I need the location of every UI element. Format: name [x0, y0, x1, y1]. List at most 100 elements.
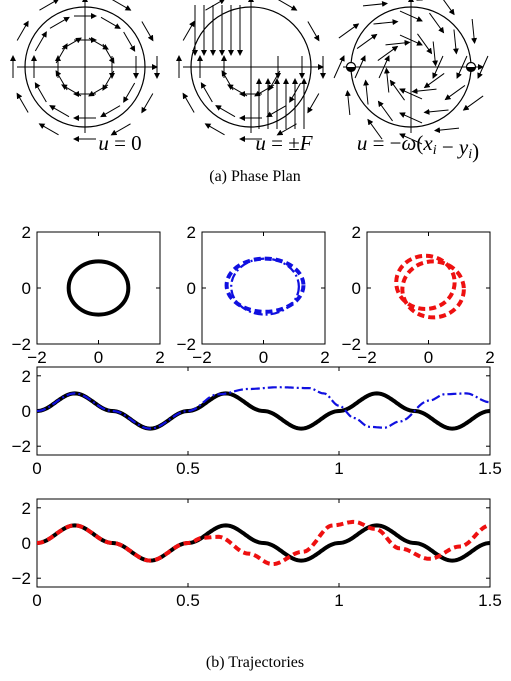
- y-tick-label: 0: [352, 279, 361, 298]
- series-red-dashed: [394, 253, 457, 311]
- series-group: [394, 253, 466, 320]
- flow-arrow: [333, 55, 345, 79]
- flow-arrow: [344, 90, 351, 116]
- flow-arrow: [399, 112, 423, 124]
- flow-arrow: [456, 55, 468, 79]
- flow-arrow: [423, 73, 445, 89]
- x-tick-label: 0: [259, 348, 268, 367]
- flow-arrow: [49, 16, 70, 29]
- flow-arrow: [399, 10, 423, 22]
- y-tick-label: 0: [187, 279, 196, 298]
- flow-arrow: [411, 88, 437, 95]
- flow-arrow: [182, 92, 195, 113]
- series-blue-dashdot: [37, 386, 490, 430]
- flow-arrow: [61, 84, 82, 97]
- flow-arrow: [16, 92, 29, 113]
- flow-arrow: [102, 70, 115, 91]
- x-tick-label: 0: [424, 348, 433, 367]
- flow-arrow: [100, 105, 121, 118]
- flow-arrow: [34, 31, 47, 52]
- flow-arrow: [429, 12, 445, 34]
- flow-arrow: [205, 0, 226, 11]
- flow-arrow: [417, 33, 433, 55]
- y-tick-label: 0: [22, 534, 31, 553]
- x-tick-label: 1.5: [478, 591, 502, 610]
- phase-plan-panels: [10, 0, 489, 145]
- y-tick-label: 2: [22, 499, 31, 518]
- flow-arrow: [123, 31, 136, 52]
- flow-arrow: [100, 16, 121, 29]
- equilibrium-fill: [466, 67, 476, 72]
- flow-arrow: [123, 82, 136, 103]
- plot-area: [36, 231, 161, 345]
- y-tick-label: −2: [342, 335, 361, 354]
- flow-arrow: [399, 34, 423, 46]
- x-tick-label: 1.5: [478, 459, 502, 478]
- x-tick-label: 0: [94, 348, 103, 367]
- flow-arrow: [39, 0, 60, 11]
- flow-arrow: [110, 123, 131, 136]
- y-tick-label: −2: [12, 569, 31, 588]
- flow-arrow: [200, 82, 213, 103]
- flow-arrow: [378, 55, 390, 79]
- y-tick-label: 2: [22, 367, 31, 386]
- chart-2: −2 0 2 2 0 −2: [177, 223, 330, 367]
- phase-plan-caption: (a) Phase Plan: [209, 168, 301, 185]
- series-group: [37, 386, 490, 431]
- flow-arrow: [443, 0, 455, 16]
- flow-arrow: [452, 29, 459, 55]
- y-tick-label: 0: [22, 279, 31, 298]
- flow-arrow: [432, 41, 439, 67]
- flow-arrow: [307, 21, 320, 42]
- y-tick-label: −2: [177, 335, 196, 354]
- flow-arrow: [354, 55, 366, 79]
- phase-panel-1: [10, 0, 160, 142]
- plot-area: [201, 231, 326, 345]
- flow-arrow: [373, 19, 399, 26]
- phase-circle: [190, 6, 312, 128]
- flow-arrow: [277, 0, 298, 11]
- flow-arrow: [227, 84, 248, 97]
- flow-arrow: [356, 33, 378, 49]
- chart-4: 0 0.5 1 1.520−2: [12, 366, 502, 478]
- flow-arrow: [182, 20, 195, 41]
- flow-arrow: [389, 79, 405, 101]
- flow-arrow: [383, 67, 390, 93]
- y-tick-label: −2: [12, 437, 31, 456]
- series-group: [224, 256, 306, 316]
- series-group: [37, 519, 490, 567]
- flow-arrow: [88, 37, 109, 50]
- x-tick-label: 0: [32, 459, 41, 478]
- series-red-dashed: [37, 519, 490, 567]
- flow-arrow: [471, 18, 478, 44]
- x-tick-label: 2: [485, 348, 494, 367]
- chart-3: −2 0 2 2 0 −2: [342, 223, 495, 367]
- x-tick-label: 0.5: [176, 591, 200, 610]
- flow-arrow: [34, 82, 47, 103]
- series-black-solid: [37, 523, 490, 563]
- flow-arrow: [434, 127, 460, 134]
- flow-arrow: [215, 105, 236, 118]
- flow-arrow: [338, 23, 360, 39]
- plot-area: [366, 231, 491, 345]
- phase-circle: [24, 6, 146, 128]
- y-tick-label: 2: [22, 223, 31, 242]
- x-tick-label: 2: [155, 348, 164, 367]
- series-group: [66, 259, 131, 317]
- phase-panel-3: [333, 0, 489, 145]
- phase-label-u0: u = 0: [98, 131, 141, 155]
- y-tick-label: 2: [352, 223, 361, 242]
- x-tick-label: 2: [320, 348, 329, 367]
- flow-arrow: [307, 93, 320, 114]
- x-tick-label: 1: [334, 459, 343, 478]
- trajectories-caption: (b) Trajectories: [206, 654, 304, 671]
- phase-label-damped: u = −ω(xi − yi): [357, 131, 479, 163]
- trajectory-charts: −2 0 220−2−2 0 220−2−2 0 220−20 0.5 1 1.520−20 0.5…: [12, 223, 502, 610]
- x-tick-label: −2: [357, 348, 376, 367]
- phase-panel-2: [176, 0, 326, 142]
- y-tick-label: 0: [22, 402, 31, 421]
- chart-5: 0 0.5 1 1.520−2: [12, 498, 502, 610]
- flow-arrow: [49, 105, 70, 118]
- flow-arrow: [38, 123, 59, 136]
